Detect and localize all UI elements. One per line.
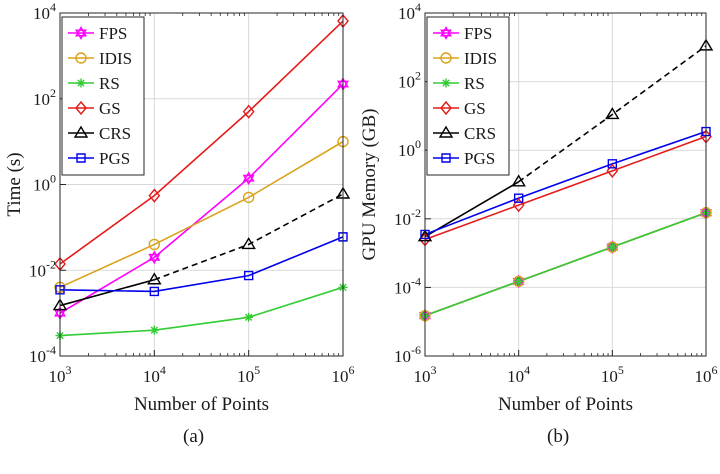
legend-marker-rs-b [441, 78, 451, 88]
legend-box-b [426, 16, 510, 176]
x-tick-label-a: 106 [332, 363, 355, 386]
y-tick-label-b: 100 [398, 137, 421, 160]
legend-label-idis-a: IDIS [99, 49, 132, 68]
data-point-pgs-b [701, 126, 711, 137]
data-point-idis-a [148, 238, 161, 251]
data-point-gs-b [512, 198, 525, 213]
chart-panel-a: 103 104 105 106 10-4 10-2 100 102 104 Number of P… [4, 0, 355, 415]
x-tick-label-b: 105 [601, 363, 624, 386]
y-tick-label-b: 10-6 [394, 343, 421, 366]
legend-marker-idis-b [440, 52, 452, 64]
data-point-pgs-a [149, 286, 160, 297]
series-line-gs-b [424, 135, 707, 241]
panel-b-label: (b) [547, 426, 570, 447]
legend-label-rs-b: RS [464, 74, 485, 93]
data-point-fps-a [148, 250, 161, 265]
data-point-crs-b [605, 107, 620, 120]
data-point-rs-a [244, 312, 254, 322]
y-tick-label-a: 10-2 [29, 257, 56, 280]
legend-marker-pgs-b [441, 153, 451, 163]
y-tick-label-b: 10-2 [394, 206, 421, 229]
legend-marker-fps-b [440, 26, 452, 40]
y-tick-label-a: 10-4 [29, 343, 56, 366]
series-line-crs-a [59, 278, 155, 307]
data-point-pgs-b [420, 229, 430, 240]
y-tick-label-a: 100 [33, 172, 56, 195]
x-tick-label-b: 106 [695, 363, 718, 386]
legend-marker-rs-a [76, 78, 86, 88]
legend-label-idis-b: IDIS [464, 49, 497, 68]
legend-marker-gs-b [440, 100, 452, 116]
x-tick-label-a: 103 [49, 363, 72, 386]
legend-label-fps-a: FPS [99, 24, 127, 43]
axes-frame-b [424, 12, 707, 357]
data-point-pgs-a [338, 232, 348, 242]
legend-marker-crs-a [73, 125, 89, 138]
series-line-rs-a [59, 286, 344, 337]
y-tick-label-b: 104 [398, 0, 421, 23]
series-line-idis-a [59, 140, 344, 289]
y-tick-label-a: 104 [33, 0, 56, 23]
y-axis-label-a: Time (s) [4, 152, 25, 216]
series-line-pgs-a [59, 236, 344, 293]
data-point-gs-a [148, 188, 161, 203]
legend-marker-idis-a [75, 52, 87, 64]
data-point-crs-b [511, 174, 526, 187]
series-line-rs-b [424, 212, 707, 317]
legend-box-a [61, 16, 145, 176]
legend-marker-gs-a [75, 100, 87, 116]
data-point-rs-b [514, 276, 524, 286]
panel-a-label: (a) [183, 426, 205, 447]
series-line-dashed-crs-a [154, 193, 344, 281]
data-point-pgs-b [513, 193, 524, 203]
legend-label-gs-a: GS [99, 99, 121, 118]
data-point-crs-a [147, 272, 162, 285]
x-axis-label-a: Number of Points [134, 394, 269, 415]
chart-panel-b: 103 104 105 106 10-6 10-4 10-2 100 102 104 Number … [359, 0, 718, 415]
x-axis-label-b: Number of Points [498, 394, 633, 415]
data-point-crs-a [241, 237, 256, 250]
x-tick-label-a: 105 [237, 363, 260, 386]
data-point-pgs-b [607, 159, 618, 169]
data-point-idis-b [512, 275, 525, 288]
data-point-pgs-a [55, 285, 65, 295]
x-tick-label-b: 104 [507, 363, 530, 386]
y-tick-label-a: 102 [33, 86, 56, 109]
legend-label-fps-b: FPS [464, 24, 492, 43]
legend-marker-crs-b [438, 125, 454, 138]
data-point-pgs-a [243, 270, 254, 281]
legend-marker-fps-a [75, 26, 87, 40]
x-tick-label-b: 103 [414, 363, 437, 386]
series-line-pgs-b [424, 130, 707, 236]
data-point-idis-b [606, 241, 619, 253]
data-point-rs-b [607, 242, 617, 252]
data-point-fps-a [242, 171, 255, 186]
legend-label-crs-a: CRS [99, 124, 131, 143]
legend-marker-pgs-a [76, 153, 86, 163]
legend-label-rs-a: RS [99, 74, 120, 93]
data-point-gs-a [242, 104, 255, 119]
data-point-gs-b [606, 163, 619, 178]
legend-label-pgs-b: PGS [464, 149, 495, 168]
y-tick-label-b: 10-4 [394, 274, 421, 297]
data-point-idis-a [242, 191, 255, 204]
data-point-rs-a [149, 325, 159, 335]
series-line-gs-a [59, 20, 344, 265]
legend-label-gs-b: GS [464, 99, 486, 118]
y-tick-label-b: 102 [398, 69, 421, 92]
y-axis-label-b: GPU Memory (GB) [359, 109, 380, 261]
legend-label-crs-b: CRS [464, 124, 496, 143]
series-line-fps-a [59, 83, 344, 314]
x-tick-label-a: 104 [143, 363, 166, 386]
legend-label-pgs-a: PGS [99, 149, 130, 168]
series-line-dashed-crs-b [518, 45, 707, 183]
